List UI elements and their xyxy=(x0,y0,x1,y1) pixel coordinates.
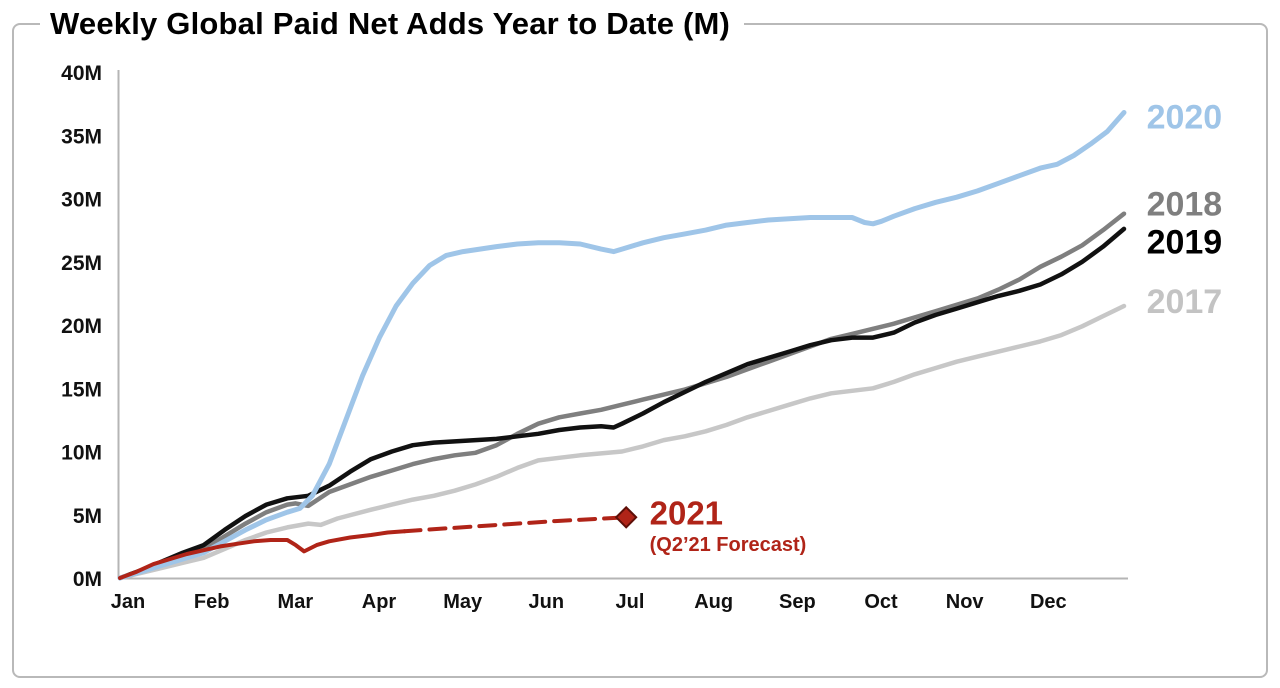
year-label-2017: 2017 xyxy=(1147,283,1223,321)
y-axis-label: 10M xyxy=(61,442,102,465)
y-axis-label: 15M xyxy=(61,378,102,401)
y-axis-label: 40M xyxy=(61,62,102,85)
y-axis-label: 5M xyxy=(73,505,102,528)
y-axis-label: 0M xyxy=(73,568,102,591)
forecast-year-annotation: 2021 xyxy=(650,494,723,531)
x-axis-label: May xyxy=(443,591,483,613)
year-label-2018: 2018 xyxy=(1147,186,1223,224)
y-axis-label: 35M xyxy=(61,125,102,148)
x-axis-label: Jul xyxy=(616,591,645,613)
x-axis-label: Feb xyxy=(194,591,230,613)
series-line-2017 xyxy=(117,303,1127,581)
series-line-2021-forecast xyxy=(402,515,629,534)
x-axis-label: Mar xyxy=(278,591,314,613)
y-axis-label: 20M xyxy=(61,315,102,338)
x-axis-label: Aug xyxy=(694,591,733,613)
x-axis-label: Nov xyxy=(946,591,985,613)
y-axis-label: 30M xyxy=(61,189,102,212)
forecast-note-annotation: (Q2’21 Forecast) xyxy=(650,534,807,556)
series-line-2021-actual xyxy=(118,529,407,580)
x-axis-label: Jun xyxy=(529,591,565,613)
year-label-2020: 2020 xyxy=(1147,98,1223,136)
y-axis-label: 25M xyxy=(61,252,102,275)
series-line-2018 xyxy=(117,211,1127,581)
x-axis-label: Apr xyxy=(362,591,397,613)
x-axis-label: Jan xyxy=(111,591,145,613)
x-axis-label: Oct xyxy=(864,591,898,613)
x-axis-label: Sep xyxy=(779,591,816,613)
chart-frame: Weekly Global Paid Net Adds Year to Date… xyxy=(12,6,1268,678)
forecast-diamond-marker xyxy=(614,505,638,529)
series-line-2019 xyxy=(117,226,1127,581)
chart-title: Weekly Global Paid Net Adds Year to Date… xyxy=(50,6,731,41)
x-axis-label: Dec xyxy=(1030,591,1067,613)
year-label-2019: 2019 xyxy=(1147,224,1223,262)
series-line-2020 xyxy=(117,110,1127,581)
